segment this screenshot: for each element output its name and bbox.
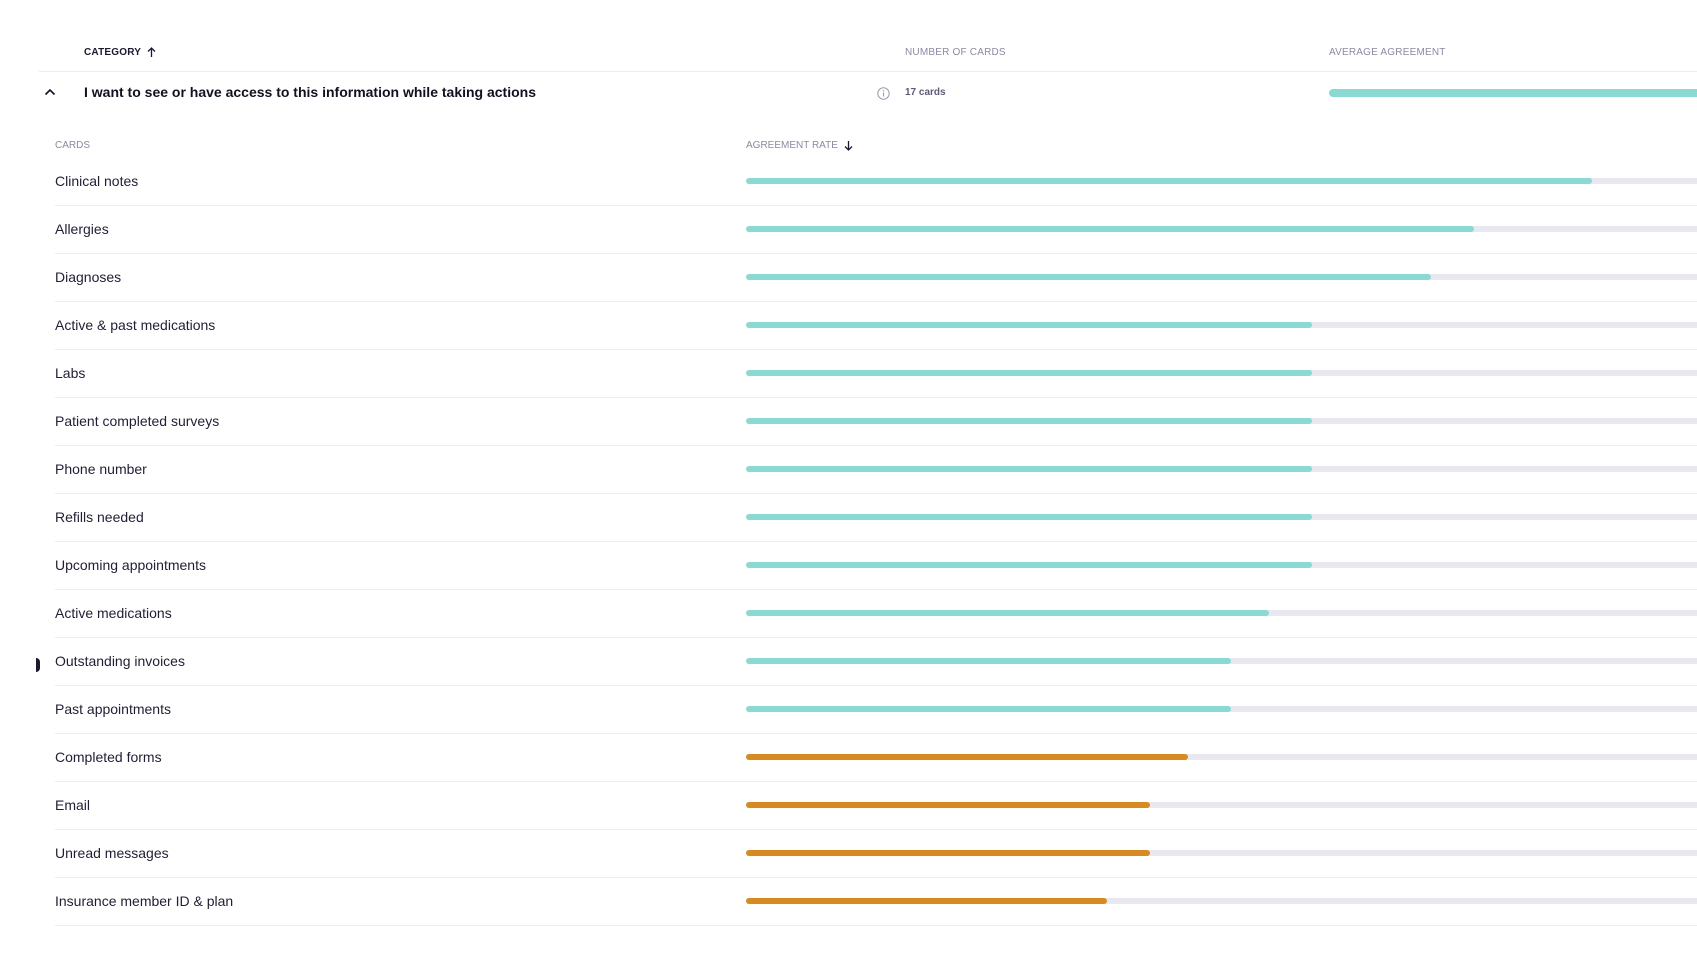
agreement-bar-fill bbox=[746, 754, 1189, 760]
cards-list: Clinical notes Allergies Diagnoses Active &… bbox=[55, 158, 1697, 926]
arrow-up-icon bbox=[147, 47, 156, 57]
agreement-bar-track bbox=[746, 514, 1697, 520]
agreement-bar-track bbox=[746, 898, 1697, 904]
agreement-bar-fill bbox=[746, 370, 1312, 376]
card-label: Clinical notes bbox=[55, 173, 139, 189]
agreement-bar-track bbox=[746, 562, 1697, 568]
agreement-bar-fill bbox=[746, 802, 1151, 808]
category-column-header[interactable]: CATEGORY bbox=[84, 47, 156, 58]
card-label: Phone number bbox=[55, 461, 147, 477]
sidebar-toggle-handle[interactable] bbox=[36, 658, 40, 672]
agreement-bar-track bbox=[746, 754, 1697, 760]
card-count: 17 cards bbox=[905, 87, 946, 98]
agreement-bar-track bbox=[746, 178, 1697, 184]
average-agreement-column-header[interactable]: AVERAGE AGREEMENT bbox=[1329, 47, 1446, 58]
card-row[interactable]: Refills needed bbox=[55, 494, 1697, 542]
card-label: Insurance member ID & plan bbox=[55, 893, 234, 909]
agreement-bar-track bbox=[746, 610, 1697, 616]
agreement-bar-fill bbox=[746, 898, 1108, 904]
card-row[interactable]: Upcoming appointments bbox=[55, 542, 1697, 590]
card-label: Upcoming appointments bbox=[55, 557, 206, 573]
number-of-cards-column-header[interactable]: NUMBER OF CARDS bbox=[905, 47, 1006, 58]
card-row[interactable]: Clinical notes bbox=[55, 158, 1697, 206]
agreement-bar-track bbox=[746, 466, 1697, 472]
card-label: Patient completed surveys bbox=[55, 413, 220, 429]
card-row[interactable]: Diagnoses bbox=[55, 254, 1697, 302]
card-row[interactable]: Completed forms bbox=[55, 734, 1697, 782]
card-row[interactable]: Past appointments bbox=[55, 686, 1697, 734]
card-row[interactable]: Unread messages bbox=[55, 830, 1697, 878]
average-agreement-bar bbox=[1329, 89, 1697, 97]
info-icon[interactable] bbox=[877, 87, 890, 100]
card-label: Email bbox=[55, 797, 91, 813]
card-label: Past appointments bbox=[55, 701, 171, 717]
card-label: Labs bbox=[55, 365, 86, 381]
agreement-bar-track bbox=[746, 850, 1697, 856]
agreement-bar-track bbox=[746, 658, 1697, 664]
card-label: Diagnoses bbox=[55, 269, 122, 285]
card-label: Outstanding invoices bbox=[55, 653, 185, 669]
agreement-bar-track bbox=[746, 226, 1697, 232]
card-row[interactable]: Active medications bbox=[55, 590, 1697, 638]
card-label: Refills needed bbox=[55, 509, 144, 525]
agreement-bar-track bbox=[746, 274, 1697, 280]
agreement-bar-fill bbox=[746, 514, 1312, 520]
agreement-bar-track bbox=[746, 418, 1697, 424]
agreement-bar-fill bbox=[746, 562, 1312, 568]
card-row[interactable]: Insurance member ID & plan bbox=[55, 878, 1697, 926]
card-label: Unread messages bbox=[55, 845, 169, 861]
agreement-bar-fill bbox=[746, 850, 1151, 856]
card-label: Active medications bbox=[55, 605, 172, 621]
arrow-down-icon bbox=[844, 141, 853, 151]
category-title: I want to see or have access to this inf… bbox=[84, 84, 536, 100]
card-row[interactable]: Allergies bbox=[55, 206, 1697, 254]
category-table-header bbox=[39, 30, 1697, 72]
agreement-rate-header-label: AGREEMENT RATE bbox=[746, 140, 838, 151]
card-row[interactable]: Labs bbox=[55, 350, 1697, 398]
card-row[interactable]: Outstanding invoices bbox=[55, 638, 1697, 686]
chevron-up-icon[interactable] bbox=[44, 86, 56, 98]
agreement-bar-fill bbox=[746, 610, 1270, 616]
agreement-bar-track bbox=[746, 802, 1697, 808]
agreement-bar-fill bbox=[746, 226, 1474, 232]
card-row[interactable]: Phone number bbox=[55, 446, 1697, 494]
agreement-bar-fill bbox=[746, 322, 1312, 328]
agreement-rate-column-header[interactable]: AGREEMENT RATE bbox=[746, 140, 853, 151]
card-row[interactable]: Active & past medications bbox=[55, 302, 1697, 350]
card-label: Active & past medications bbox=[55, 317, 216, 333]
agreement-bar-track bbox=[746, 706, 1697, 712]
card-label: Completed forms bbox=[55, 749, 162, 765]
agreement-bar-fill bbox=[746, 466, 1312, 472]
card-row[interactable]: Patient completed surveys bbox=[55, 398, 1697, 446]
agreement-bar-track bbox=[746, 322, 1697, 328]
agreement-bar-fill bbox=[746, 658, 1231, 664]
agreement-bar-fill bbox=[746, 178, 1593, 184]
cards-column-header[interactable]: CARDS bbox=[55, 140, 91, 151]
category-header-label: CATEGORY bbox=[84, 47, 142, 58]
card-row[interactable]: Email bbox=[55, 782, 1697, 830]
agreement-bar-fill bbox=[746, 274, 1431, 280]
card-label: Allergies bbox=[55, 221, 109, 237]
agreement-bar-fill bbox=[746, 418, 1312, 424]
agreement-bar-track bbox=[746, 370, 1697, 376]
agreement-bar-fill bbox=[746, 706, 1231, 712]
